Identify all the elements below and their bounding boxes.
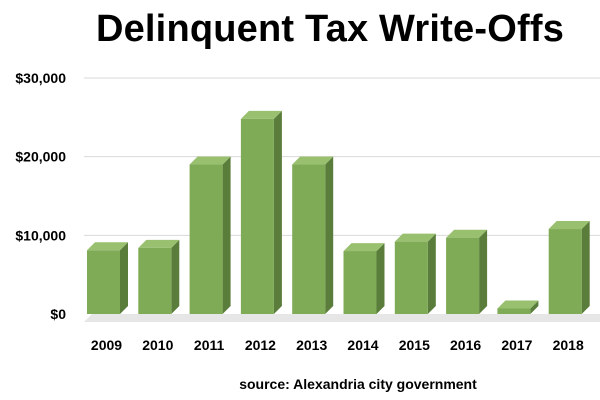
chart-floor bbox=[84, 314, 600, 322]
x-tick-label: 2010 bbox=[142, 337, 173, 353]
chart-source-note: source: Alexandria city government bbox=[239, 376, 477, 392]
bar bbox=[497, 308, 531, 314]
bar-side bbox=[273, 110, 282, 314]
bar-top bbox=[189, 156, 231, 165]
bar-side bbox=[376, 243, 385, 314]
bar-top bbox=[87, 242, 128, 251]
bar bbox=[87, 250, 120, 314]
x-tick-label: 2009 bbox=[91, 337, 122, 353]
bar-top bbox=[240, 110, 282, 119]
x-tick-label: 2016 bbox=[450, 337, 481, 353]
bar-side bbox=[427, 233, 436, 314]
bar-top bbox=[138, 239, 180, 248]
bar bbox=[189, 164, 223, 314]
x-tick-label: 2012 bbox=[245, 337, 276, 353]
bar-side bbox=[581, 221, 590, 314]
bar-top bbox=[548, 221, 590, 230]
x-tick-label: 2013 bbox=[296, 337, 327, 353]
y-tick-label: $0 bbox=[50, 306, 66, 322]
bar-top bbox=[394, 233, 436, 242]
bar bbox=[548, 229, 582, 314]
bar-top bbox=[497, 300, 539, 309]
bar-side bbox=[325, 156, 334, 314]
x-tick-label: 2011 bbox=[194, 337, 225, 353]
x-tick-label: 2015 bbox=[399, 337, 430, 353]
bar bbox=[292, 164, 326, 314]
y-tick-label: $10,000 bbox=[15, 227, 66, 243]
bar-side bbox=[171, 239, 180, 314]
bar bbox=[446, 237, 480, 314]
bar bbox=[343, 251, 377, 314]
x-tick-label: 2018 bbox=[553, 337, 584, 353]
x-tick-label: 2017 bbox=[501, 337, 532, 353]
bar bbox=[240, 118, 274, 314]
bar-top bbox=[292, 156, 334, 165]
bar-side bbox=[222, 156, 231, 314]
bar-side bbox=[120, 242, 128, 314]
bar-top bbox=[446, 229, 488, 238]
y-tick-label: $30,000 bbox=[15, 70, 66, 86]
bar-side bbox=[530, 300, 539, 314]
x-tick-label: 2014 bbox=[347, 337, 378, 353]
y-tick-label: $20,000 bbox=[15, 149, 66, 165]
bar-top bbox=[343, 243, 385, 252]
bar-side bbox=[479, 229, 488, 314]
chart-title: Delinquent Tax Write-Offs bbox=[95, 8, 565, 50]
bar bbox=[394, 241, 428, 314]
bar bbox=[138, 247, 172, 314]
